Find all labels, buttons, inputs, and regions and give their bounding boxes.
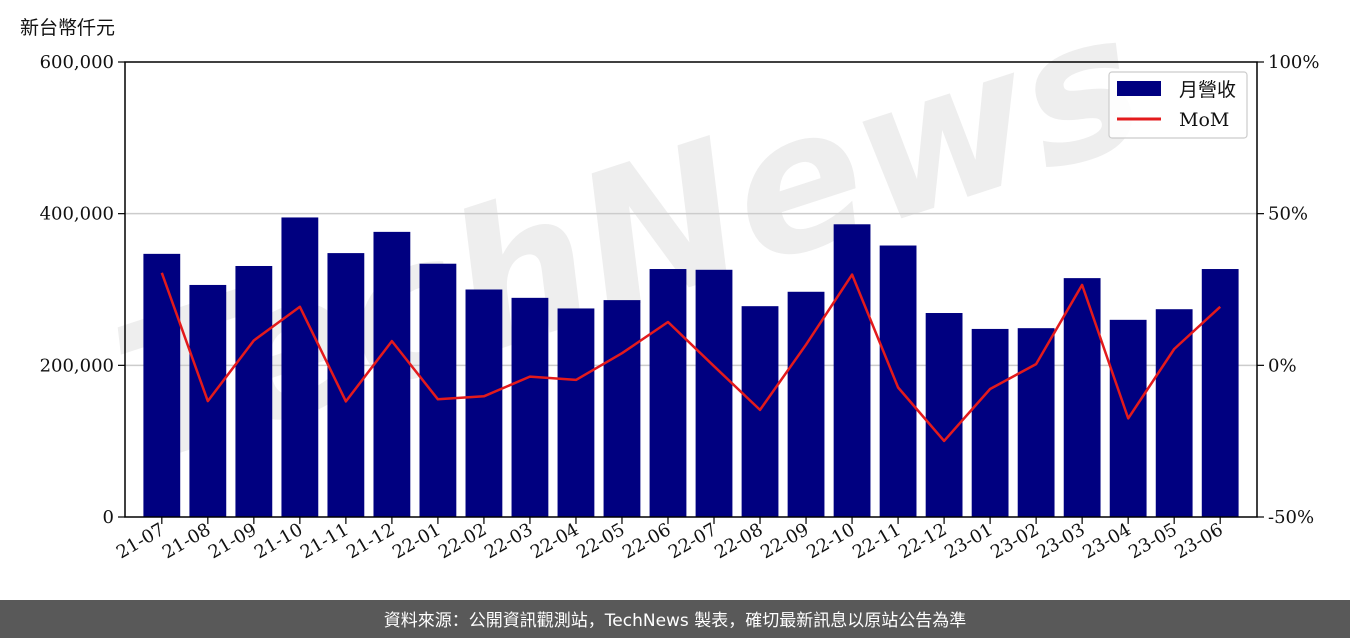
x-tick-label: 22-08 [711,519,766,563]
x-tick-label: 22-03 [481,519,536,563]
legend-bar-swatch [1117,81,1161,96]
x-tick-label: 21-12 [343,519,398,563]
bar-23-05 [1155,309,1193,517]
footer: 資料來源：公開資訊觀測站，TechNews 製表，確切最新訊息以原站公告為準 [0,600,1350,638]
bar-23-02 [1017,328,1055,517]
x-tick-label: 21-11 [297,519,352,563]
legend-line-label: MoM [1179,109,1229,131]
bar-21-10 [281,217,319,518]
footer-text: 資料來源：公開資訊觀測站，TechNews 製表，確切最新訊息以原站公告為準 [384,611,966,631]
bar-22-05 [603,300,641,517]
bar-22-11 [879,245,917,517]
x-tick-label: 23-02 [987,519,1042,563]
x-tick-label: 21-08 [159,519,214,563]
y-left-tick-label: 0 [103,507,114,528]
x-tick-label: 23-03 [1033,519,1088,563]
plot-frame [124,61,1258,518]
x-tick-label: 22-10 [803,519,858,563]
y-left-tick-label: 600,000 [40,52,114,73]
x-tick-label: 22-05 [573,519,628,563]
y-right-tick-label: -50% [1268,507,1314,528]
bar-21-07 [143,253,181,517]
bar-22-12 [925,313,963,517]
x-tick-label: 23-04 [1079,519,1134,563]
bar-22-01 [419,263,457,517]
x-tick-label: 22-02 [435,519,490,563]
x-tick-label: 23-06 [1171,519,1226,563]
bar-22-02 [465,289,503,517]
legend: 月營收 MoM [1108,71,1248,139]
y-left-tick-label: 200,000 [40,355,114,376]
footer-background [0,600,1350,638]
y-right-tick-label: 0% [1268,355,1297,376]
bar-22-06 [649,269,687,517]
bar-21-09 [235,265,273,517]
x-tick-label: 21-07 [113,519,168,563]
y-left-tick-label: 400,000 [40,204,114,225]
bar-series [143,217,1239,518]
bar-22-04 [557,308,595,517]
bar-23-01 [971,328,1009,517]
bar-23-03 [1063,278,1101,517]
x-tick-label: 22-09 [757,519,812,563]
bar-22-08 [741,306,779,517]
unit-label: 新台幣仟元 [20,17,115,39]
legend-bar-label: 月營收 [1179,79,1236,101]
bar-22-07 [695,269,733,517]
mom-line-series [160,272,1222,443]
y-right-tick-label: 100% [1268,52,1319,73]
axes: 0 200,000 400,000 600,000 -50% 0% 50% 100% [40,52,1320,528]
bar-22-10 [833,224,871,518]
mom-line [160,272,1222,443]
bar-23-06 [1201,269,1239,517]
x-tick-label: 23-01 [941,519,996,563]
bar-22-03 [511,297,549,517]
x-tick-label: 22-07 [665,519,720,563]
x-tick-label: 22-04 [527,519,582,563]
x-tick-label: 21-09 [205,519,260,563]
bar-22-09 [787,291,825,517]
bar-21-12 [373,231,411,517]
x-tick-labels: 21-0721-0821-0921-1021-1121-1222-0122-02… [113,517,1227,563]
x-tick-label: 22-06 [619,519,674,563]
x-tick-label: 22-11 [849,519,904,563]
x-tick-label: 23-05 [1125,519,1180,563]
x-tick-label: 22-12 [895,519,950,563]
x-tick-label: 21-10 [251,519,306,563]
x-tick-label: 22-01 [389,519,444,563]
y-right-tick-label: 50% [1268,204,1308,225]
